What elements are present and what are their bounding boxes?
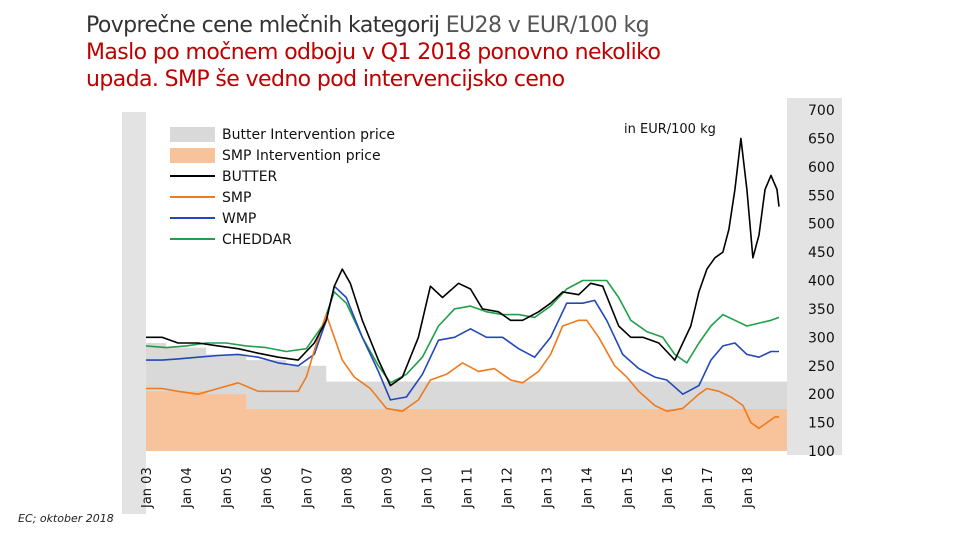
y-axis-ticks: 100 150 200 250 300 350 400 450 500 550 600 650 700 <box>808 103 835 460</box>
x-tick-label: Jan 16 <box>661 467 676 509</box>
chart-title: Povprečne cene mlečnih kategorij EU28 v … <box>86 12 786 93</box>
y-tick-label: 450 <box>808 245 835 261</box>
x-tick-label: Jan 14 <box>581 467 596 509</box>
x-tick-label: Jan 08 <box>340 467 355 509</box>
legend-label-butter-intervention-price: Butter Intervention price <box>222 127 395 143</box>
y-tick-label: 300 <box>808 330 835 346</box>
legend-label-smp: SMP <box>222 190 251 206</box>
y-tick-label: 350 <box>808 302 835 318</box>
lines-layer <box>145 137 780 430</box>
x-tick-label: Jan 12 <box>501 467 516 509</box>
x-tick-label: Jan 15 <box>621 467 636 509</box>
y-tick-label: 100 <box>808 444 835 460</box>
title-line-3: upada. SMP še vedno pod intervencijsko c… <box>86 67 565 92</box>
x-tick-label: Jan 18 <box>741 467 756 509</box>
left-gray-bar <box>122 112 146 514</box>
x-tick-label: Jan 06 <box>260 467 275 509</box>
legend: Butter Intervention price SMP Interventio… <box>170 127 395 248</box>
x-tick-label: Jan 07 <box>300 467 315 509</box>
series-butter <box>146 137 780 387</box>
source-note: EC; oktober 2018 <box>18 512 114 525</box>
legend-label-wmp: WMP <box>222 211 256 227</box>
title-line-1: Povprečne cene mlečnih kategorij <box>86 13 440 38</box>
y-tick-label: 400 <box>808 274 835 290</box>
legend-label-butter: BUTTER <box>222 169 278 185</box>
title-line-1-unit: EU28 v EUR/100 kg <box>439 13 650 38</box>
series-smp <box>146 313 779 430</box>
unit-label: in EUR/100 kg <box>624 122 716 137</box>
y-tick-label: 550 <box>808 188 835 204</box>
y-tick-label: 500 <box>808 217 835 233</box>
legend-swatch-smp-intervention-price <box>170 148 215 163</box>
x-tick-label: Jan 03 <box>140 467 155 509</box>
x-tick-label: Jan 11 <box>461 467 476 509</box>
x-axis-ticks: Jan 03 Jan 04 Jan 05 Jan 06 Jan 07 Jan 08 Jan … <box>140 467 756 509</box>
y-tick-label: 700 <box>808 103 835 119</box>
area-smp-intervention-price <box>146 391 787 451</box>
legend-swatch-butter-intervention-price <box>170 127 215 142</box>
x-tick-label: Jan 09 <box>380 467 395 509</box>
x-tick-label: Jan 10 <box>420 467 435 509</box>
x-tick-label: Jan 17 <box>701 467 716 509</box>
x-tick-label: Jan 05 <box>220 467 235 509</box>
legend-label-cheddar: CHEDDAR <box>222 232 292 248</box>
title-line-2: Maslo po močnem odboju v Q1 2018 ponovno… <box>86 40 661 65</box>
x-tick-label: Jan 13 <box>541 467 556 509</box>
y-tick-label: 150 <box>808 416 835 432</box>
series-wmp <box>146 285 779 401</box>
y-tick-label: 600 <box>808 160 835 176</box>
y-tick-label: 650 <box>808 131 835 147</box>
y-tick-label: 250 <box>808 359 835 375</box>
x-tick-label: Jan 04 <box>180 467 195 509</box>
areas-layer <box>146 343 787 451</box>
legend-label-smp-intervention-price: SMP Intervention price <box>222 148 381 164</box>
y-tick-label: 200 <box>808 387 835 403</box>
right-gray-bar <box>787 98 842 455</box>
